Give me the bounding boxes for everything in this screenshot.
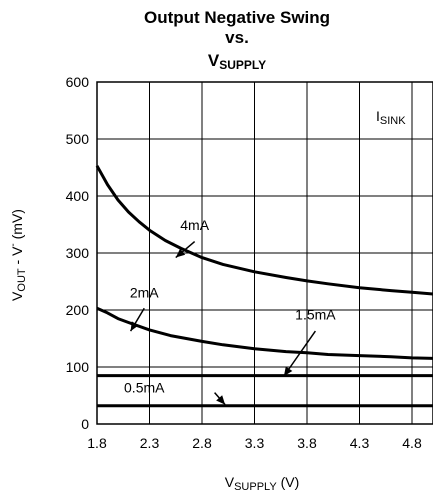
x-tick-label: 3.8 (297, 435, 317, 451)
series-line-0 (95, 165, 433, 296)
x-tick-label: 4.3 (350, 435, 370, 451)
series-label: 2mA (130, 284, 159, 300)
annotation-arrowhead (216, 395, 226, 405)
x-axis-label-main: V (225, 474, 235, 490)
y-tick-label: 200 (66, 302, 90, 318)
x-axis-label-sub: SUPPLY (234, 481, 277, 493)
y-axis-label-rest: - V (9, 246, 25, 268)
y-tick-label: 600 (66, 74, 90, 90)
series-label: 0.5mA (124, 380, 165, 396)
y-tick-label: 500 (66, 131, 90, 147)
x-axis-label-rest: (V) (277, 474, 300, 490)
x-tick-label: 2.3 (140, 435, 160, 451)
series-line-1 (96, 306, 433, 360)
y-axis-label-unit: (mV) (9, 209, 25, 243)
annotations: 4mA 2mA 1.5mA 0.5mA (124, 217, 336, 406)
x-tick-label: 2.8 (192, 435, 212, 451)
y-tick-label: 300 (66, 245, 90, 261)
y-axis-label-main: V (9, 291, 25, 301)
x-tick-label: 3.3 (245, 435, 265, 451)
x-tick-label: 4.8 (402, 435, 422, 451)
chart-title-var-main: V (208, 51, 220, 70)
chart-title-line-2: vs. (225, 28, 249, 47)
annotation-arrowhead (130, 321, 139, 332)
series-label: 4mA (180, 217, 209, 233)
series-label: 1.5mA (295, 307, 336, 323)
chart-title-line-3: VSUPPLY (208, 51, 266, 72)
y-tick-label: 0 (81, 416, 89, 432)
legend-title: ISINK (376, 108, 406, 127)
y-axis-label-sup: - (8, 243, 19, 246)
y-tick-label: 100 (66, 359, 90, 375)
x-tick-label: 1.8 (87, 435, 107, 451)
x-axis-label: VSUPPLY (V) (225, 474, 300, 493)
legend-title-sub: SINK (380, 115, 406, 127)
series-group (95, 165, 433, 408)
ticks: 1.8 2.3 2.8 3.3 3.8 4.3 4.8 0 100 200 300 400 500 600 (66, 74, 422, 451)
y-axis-label: VOUT - V- (mV) (8, 209, 28, 301)
grid (96, 81, 433, 425)
y-tick-label: 400 (66, 188, 90, 204)
annotation-arrow (283, 330, 317, 377)
plot-frame (96, 81, 433, 425)
chart-title-var-sub: SUPPLY (219, 58, 266, 72)
legend-title-main: I (376, 108, 380, 124)
chart-title-line-1: Output Negative Swing (144, 8, 330, 27)
annotation-arrowhead (283, 366, 293, 377)
y-axis-label-sub: OUT (16, 268, 28, 292)
annotation-arrowhead (175, 248, 186, 258)
